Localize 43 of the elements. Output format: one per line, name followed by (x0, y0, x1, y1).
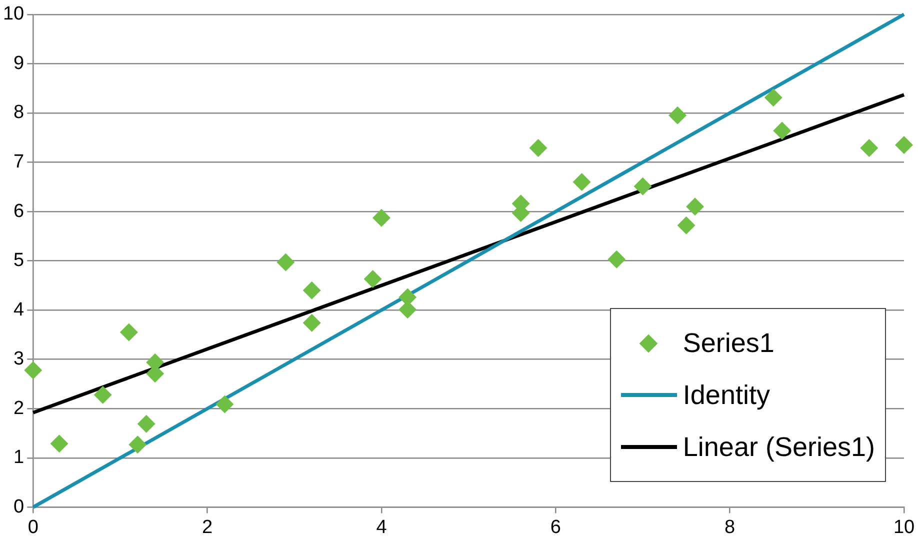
y-tick-label: 1 (14, 447, 24, 468)
point (137, 414, 156, 433)
point (860, 138, 878, 157)
point (94, 386, 112, 404)
y-tick-label: 2 (14, 398, 24, 419)
point (686, 198, 704, 216)
x-tick-label: 4 (376, 516, 388, 538)
point (364, 270, 382, 288)
point (24, 361, 42, 380)
x-tick-label: 10 (893, 516, 915, 538)
legend-label: Linear (Series1) (682, 432, 875, 463)
point (634, 177, 652, 196)
y-tick-label: 8 (14, 102, 24, 124)
y-tick-label: 3 (14, 348, 24, 370)
x-tick-label: 0 (28, 516, 38, 538)
point (572, 172, 591, 191)
point (608, 250, 626, 268)
point (668, 106, 687, 124)
x-tick-label: 6 (550, 516, 561, 538)
y-tick-label: 7 (14, 151, 24, 172)
point (773, 122, 792, 140)
y-tick-label: 9 (14, 52, 24, 74)
point (529, 138, 548, 157)
legend-label: Series1 (682, 328, 774, 359)
point (50, 434, 68, 453)
point (128, 436, 147, 454)
y-tick-label: 6 (14, 200, 24, 222)
point (677, 216, 696, 234)
x-tick-label: 8 (724, 516, 736, 538)
point (216, 395, 234, 414)
point (276, 253, 295, 272)
point (764, 88, 782, 107)
legend-label: Identity (682, 380, 770, 411)
point (895, 136, 913, 154)
point (302, 314, 321, 332)
point (302, 281, 321, 300)
point (372, 208, 390, 227)
y-tick-label: 5 (14, 250, 24, 272)
y-tick-label: 4 (14, 299, 25, 320)
y-tick-label: 0 (14, 496, 24, 518)
y-tick-label: 10 (2, 4, 24, 25)
x-tick-label: 2 (202, 516, 213, 538)
point (120, 323, 138, 342)
